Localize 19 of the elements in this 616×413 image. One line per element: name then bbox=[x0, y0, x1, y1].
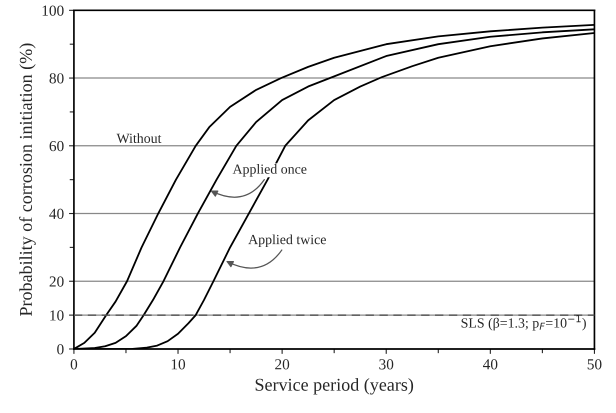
y-tick-label: 60 bbox=[50, 140, 64, 152]
ref-line-label: SLS (β=1.3; p$_{F}$=10$^{−1}$) bbox=[462, 315, 586, 330]
x-axis-title: Service period (years) bbox=[256, 378, 414, 395]
x-tick-label: 50 bbox=[588, 359, 602, 370]
x-tick-label: 40 bbox=[482, 359, 498, 370]
y-axis-title: Probability of corrosion initiation (%) bbox=[19, 44, 36, 316]
x-tick-label: 30 bbox=[379, 359, 394, 370]
annotation: Applied twice bbox=[248, 234, 326, 248]
x-tick-label: 10 bbox=[172, 359, 186, 370]
y-tick-label: 20 bbox=[50, 276, 64, 287]
annotation: Without bbox=[116, 133, 162, 144]
x-tick-label: 20 bbox=[275, 359, 290, 370]
y-tick-label: 40 bbox=[49, 208, 64, 219]
y-tick-label: 0 bbox=[57, 344, 64, 354]
y-tick-label: 10 bbox=[50, 310, 64, 321]
annotation: Applied once bbox=[232, 164, 306, 177]
y-tick-label: 100 bbox=[42, 5, 64, 16]
x-tick-label: 0 bbox=[70, 359, 78, 370]
y-tick-label: 80 bbox=[50, 73, 64, 84]
